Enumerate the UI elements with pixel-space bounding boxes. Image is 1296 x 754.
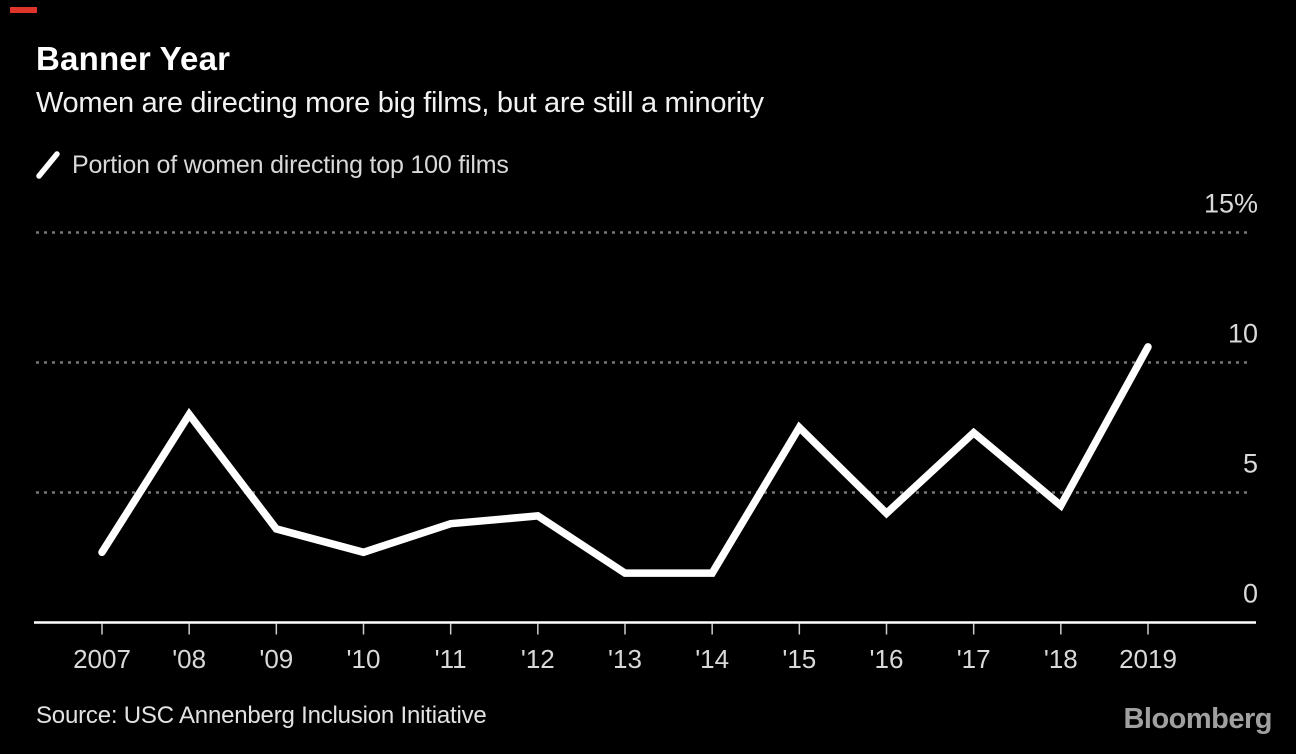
data-line-women-directors [98, 343, 1152, 577]
x-tick-label: '09 [259, 644, 293, 674]
line-series-legend-icon [36, 151, 60, 179]
x-tick-label: '14 [695, 644, 729, 674]
chart-title: Banner Year [36, 40, 231, 77]
legend-series-label: Portion of women directing top 100 films [72, 150, 509, 179]
y-tick-label: 5 [1243, 449, 1258, 479]
x-tick-label: '18 [1044, 644, 1078, 674]
y-tick-label: 15% [1204, 189, 1258, 219]
x-tick-label: '12 [521, 644, 555, 674]
x-tick-label: '13 [608, 644, 642, 674]
x-tick-label: '15 [782, 644, 816, 674]
x-tick-label: '10 [347, 644, 381, 674]
bloomberg-logo: Bloomberg [1123, 703, 1272, 735]
chart-subtitle: Women are directing more big films, but … [36, 87, 764, 119]
y-tick-label: 10 [1228, 319, 1258, 349]
bloomberg-red-accent-dash [10, 7, 37, 13]
x-tick-label: '16 [870, 644, 904, 674]
source-attribution: Source: USC Annenberg Inclusion Initiati… [36, 702, 487, 729]
x-tick-label: '11 [435, 644, 467, 674]
x-tick-label: '08 [172, 644, 206, 674]
x-tick-label: 2007 [73, 644, 131, 674]
x-tick-label: 2019 [1119, 644, 1177, 674]
x-tick-label: '17 [957, 644, 991, 674]
y-tick-label: 0 [1243, 579, 1258, 609]
chart-legend: Portion of women directing top 100 films [36, 150, 509, 180]
